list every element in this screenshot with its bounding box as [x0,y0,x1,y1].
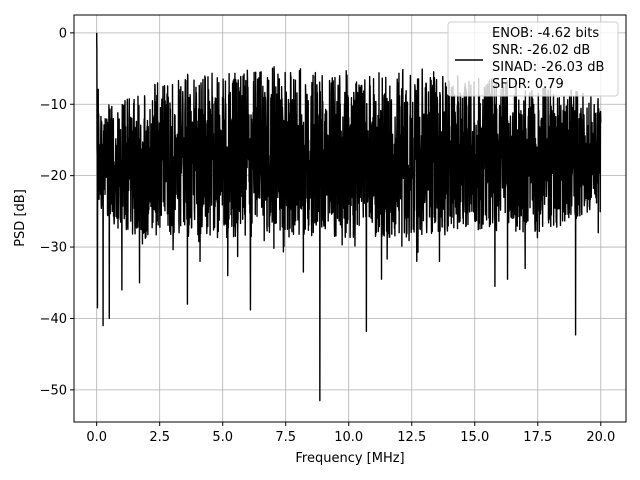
plot-frame [73,14,627,423]
psd-series-line [95,32,602,402]
x-tick-label: 0.0 [86,430,107,445]
legend: ENOB: -4.62 bits SNR: -26.02 dB SINAD: -… [447,21,619,97]
y-tick-label: −40 [40,312,67,327]
legend-sinad: SINAD: -26.03 dB [492,60,604,75]
y-tick-label: −30 [40,241,67,256]
legend-sfdr: SFDR: 0.79 [492,77,564,92]
x-tick-label: 10.0 [334,430,363,445]
y-tick-label: −20 [40,169,67,184]
ticks: 0.0 2.5 5.0 7.5 10.0 12.5 15.0 17.5 20.0 0 −10 −20 −… [40,26,616,445]
legend-snr: SNR: -26.02 dB [492,43,590,58]
legend-enob: ENOB: -4.62 bits [492,26,599,41]
x-tick-label: 20.0 [586,430,615,445]
x-axis-title: Frequency [MHz] [295,451,404,466]
x-tick-label: 17.5 [523,430,552,445]
x-tick-label: 5.0 [212,430,233,445]
series-layer [95,32,602,402]
x-tick-label: 7.5 [275,430,296,445]
x-tick-label: 12.5 [397,430,426,445]
y-axis-title: PSD [dB] [13,189,28,247]
y-tick-label: −10 [40,98,67,113]
plot-area [95,32,602,402]
y-tick-label: 0 [59,26,67,41]
y-tick-label: −50 [40,383,67,398]
x-tick-label: 2.5 [149,430,170,445]
x-tick-label: 15.0 [460,430,489,445]
legend-box [447,21,619,97]
